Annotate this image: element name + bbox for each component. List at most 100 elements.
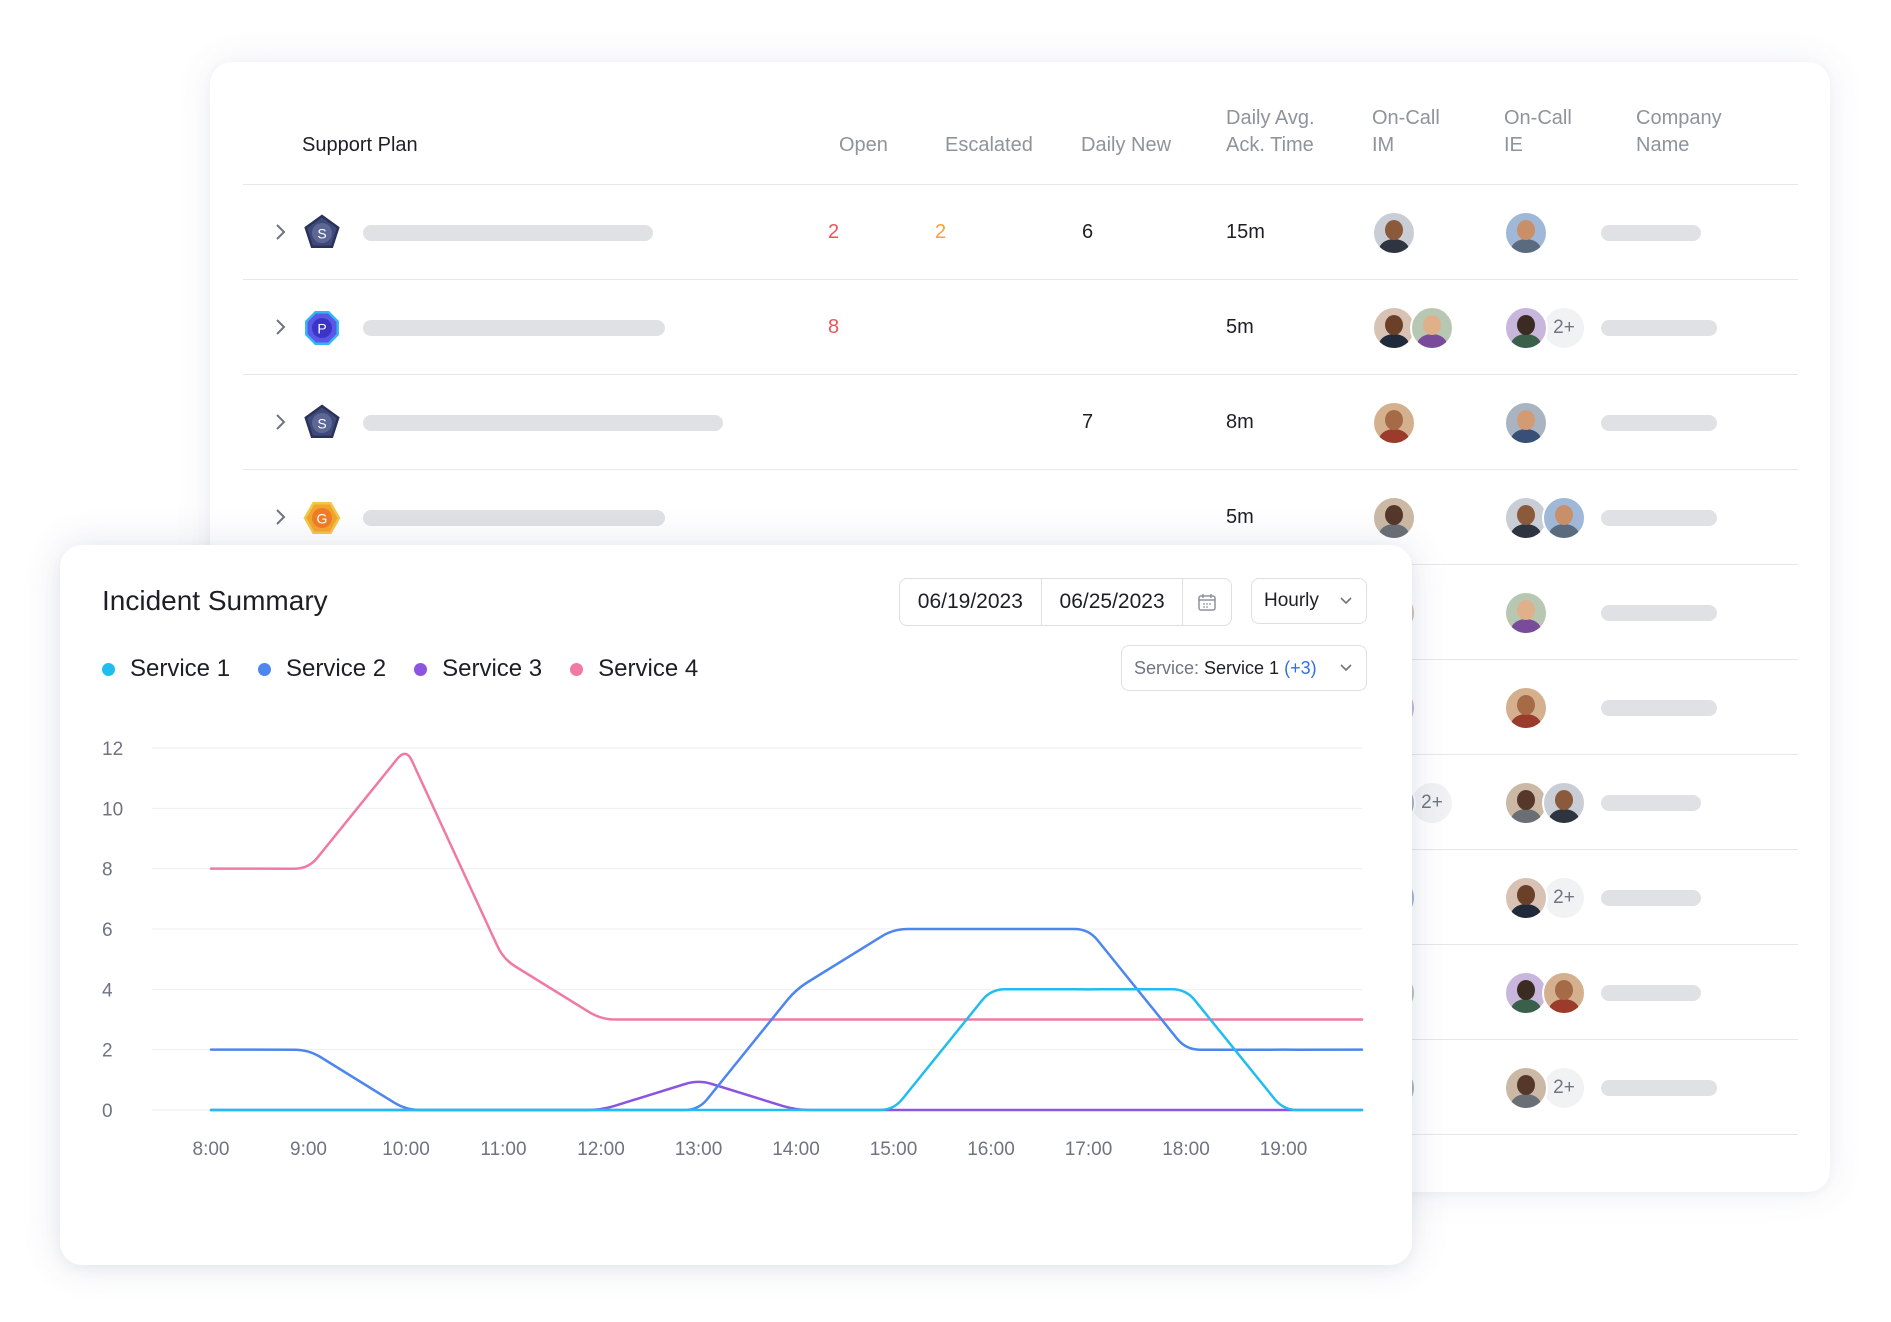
header-escalated[interactable]: Escalated [945, 134, 1033, 156]
avatar[interactable] [1504, 876, 1548, 920]
y-tick-label: 6 [102, 920, 113, 941]
company-name-placeholder [1601, 320, 1717, 336]
table-row[interactable]: G 5m [243, 469, 1798, 565]
daily-new-count: 7 [1082, 411, 1094, 433]
company-name-placeholder [1601, 415, 1717, 431]
x-tick-label: 16:00 [967, 1139, 1015, 1160]
support-plan-hexagon-icon: G [303, 502, 341, 534]
avatar[interactable] [1542, 496, 1586, 540]
incident-summary-card: Incident Summary 06/19/2023 06/25/2023 H… [60, 545, 1412, 1265]
more-avatars-badge[interactable]: 2+ [1542, 876, 1586, 920]
on-call-ie-avatars: 2+ [1504, 1066, 1586, 1110]
legend-item[interactable]: Service 2 [258, 655, 386, 683]
header-company-name[interactable]: Company Name [1636, 107, 1722, 156]
open-count: 2 [828, 221, 840, 243]
more-avatars-badge[interactable]: 2+ [1410, 781, 1454, 825]
on-call-ie-avatars [1504, 211, 1548, 255]
avatar[interactable] [1504, 1066, 1548, 1110]
chevron-right-icon[interactable] [273, 317, 289, 337]
company-name-placeholder [1601, 985, 1701, 1001]
avatar[interactable] [1504, 496, 1548, 540]
company-name-placeholder [1601, 225, 1701, 241]
y-tick-label: 2 [102, 1041, 113, 1062]
avatar[interactable] [1504, 211, 1548, 255]
table-row[interactable]: S 2 2 6 15m [243, 184, 1798, 280]
avatar[interactable] [1504, 971, 1548, 1015]
plan-name-placeholder [363, 225, 653, 241]
series-line-service-4[interactable] [209, 752, 1364, 1021]
support-plan-letter: P [317, 321, 326, 337]
support-plan-letter: G [317, 511, 328, 527]
date-range-picker[interactable]: 06/19/2023 06/25/2023 [899, 578, 1232, 626]
x-tick-label: 14:00 [772, 1139, 820, 1160]
avatar[interactable] [1372, 496, 1416, 540]
avatar[interactable] [1542, 781, 1586, 825]
y-tick-label: 0 [102, 1101, 113, 1122]
company-name-placeholder [1601, 1080, 1717, 1096]
service-filter-select[interactable]: Service: Service 1 (+3) [1121, 645, 1367, 691]
support-plan-letter: S [317, 226, 326, 242]
support-plan-octagon-icon: P [305, 311, 339, 345]
avatar[interactable] [1372, 401, 1416, 445]
chevron-right-icon[interactable] [273, 507, 289, 527]
on-call-ie-avatars [1504, 686, 1548, 730]
granularity-select[interactable]: Hourly [1251, 578, 1367, 624]
legend-dot-icon [258, 662, 272, 676]
x-tick-label: 9:00 [290, 1139, 327, 1160]
chevron-right-icon[interactable] [273, 222, 289, 242]
avatar[interactable] [1504, 306, 1548, 350]
granularity-value: Hourly [1264, 590, 1319, 611]
header-daily-new[interactable]: Daily New [1081, 134, 1172, 156]
company-name-placeholder [1601, 890, 1701, 906]
avatar[interactable] [1542, 971, 1586, 1015]
legend-item[interactable]: Service 4 [570, 655, 698, 683]
header-on-call-ie[interactable]: On-Call IE [1504, 107, 1572, 156]
legend-dot-icon [570, 662, 584, 676]
avatar[interactable] [1504, 591, 1548, 635]
legend-label: Service 4 [598, 655, 699, 682]
header-ack-time[interactable]: Daily Avg. Ack. Time [1226, 107, 1315, 156]
on-call-ie-avatars [1504, 401, 1548, 445]
x-tick-label: 8:00 [193, 1139, 230, 1160]
start-date-field[interactable]: 06/19/2023 [900, 579, 1042, 625]
on-call-im-avatars [1372, 306, 1454, 350]
more-avatars-badge[interactable]: 2+ [1542, 1066, 1586, 1110]
escalated-count: 2 [935, 221, 947, 243]
series-line-service-1[interactable] [209, 988, 1364, 1112]
legend-item[interactable]: Service 1 [102, 655, 230, 683]
chart-legend: Service 1 Service 2 Service 3 Service 4 [102, 655, 726, 683]
on-call-ie-avatars: 2+ [1504, 876, 1586, 920]
ack-time: 5m [1226, 316, 1254, 338]
avatar[interactable] [1504, 401, 1548, 445]
ack-time: 5m [1226, 506, 1254, 528]
legend-item[interactable]: Service 3 [414, 655, 542, 683]
legend-dot-icon [102, 662, 115, 676]
header-support-plan[interactable]: Support Plan [302, 134, 418, 156]
avatar[interactable] [1504, 781, 1548, 825]
more-avatars-badge[interactable]: 2+ [1542, 306, 1586, 350]
plan-name-placeholder [363, 415, 723, 431]
open-count: 8 [828, 316, 840, 338]
avatar[interactable] [1410, 306, 1454, 350]
header-open[interactable]: Open [839, 134, 888, 156]
table-row[interactable]: P 8 5m 2+ [243, 279, 1798, 375]
avatar[interactable] [1372, 211, 1416, 255]
x-tick-label: 13:00 [675, 1139, 723, 1160]
company-name-placeholder [1601, 510, 1717, 526]
end-date-field[interactable]: 06/25/2023 [1042, 579, 1184, 625]
x-tick-label: 15:00 [870, 1139, 918, 1160]
avatar[interactable] [1504, 686, 1548, 730]
on-call-ie-avatars [1504, 971, 1586, 1015]
header-on-call-im[interactable]: On-Call IM [1372, 107, 1440, 156]
x-tick-label: 18:00 [1162, 1139, 1210, 1160]
plan-name-placeholder [363, 320, 665, 336]
plan-name-placeholder [363, 510, 665, 526]
chevron-right-icon[interactable] [273, 412, 289, 432]
y-tick-label: 12 [102, 739, 123, 760]
support-plan-pentagon-icon: S [304, 404, 340, 439]
chart-title: Incident Summary [102, 585, 328, 616]
on-call-ie-avatars [1504, 496, 1586, 540]
calendar-icon[interactable] [1183, 579, 1231, 625]
y-tick-label: 8 [102, 860, 113, 881]
table-row[interactable]: S 7 8m [243, 374, 1798, 470]
